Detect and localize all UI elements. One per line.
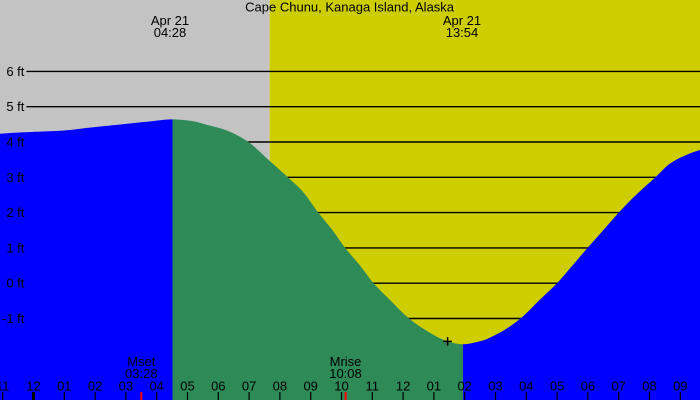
svg-text:04:28: 04:28 [154,25,187,40]
svg-text:10:08: 10:08 [329,366,362,381]
svg-text:08: 08 [642,379,656,394]
svg-text:08: 08 [273,379,287,394]
svg-text:01: 01 [427,379,441,394]
svg-text:03: 03 [488,379,502,394]
svg-text:13:54: 13:54 [446,25,479,40]
svg-text:01: 01 [57,379,71,394]
svg-text:09: 09 [673,379,687,394]
svg-text:04: 04 [519,379,533,394]
svg-text:Mset: Mset [127,354,156,369]
svg-text:05: 05 [550,379,564,394]
svg-text:03:28: 03:28 [125,366,158,381]
svg-text:4 ft: 4 ft [6,135,24,150]
svg-text:Mrise: Mrise [330,354,362,369]
svg-text:05: 05 [180,379,194,394]
svg-text:06: 06 [211,379,225,394]
svg-text:09: 09 [303,379,317,394]
svg-text:10: 10 [334,379,348,394]
svg-text:Cape Chunu, Kanaga Island, Ala: Cape Chunu, Kanaga Island, Alaska [245,0,455,15]
svg-text:Apr 21: Apr 21 [151,13,189,28]
svg-text:3 ft: 3 ft [6,170,24,185]
svg-text:11: 11 [366,379,380,394]
svg-text:Apr 21: Apr 21 [443,13,481,28]
svg-text:1 ft: 1 ft [6,240,24,255]
svg-text:12: 12 [396,379,410,394]
svg-text:2 ft: 2 ft [6,205,24,220]
svg-text:06: 06 [581,379,595,394]
svg-text:04: 04 [149,379,163,394]
svg-text:6 ft: 6 ft [6,64,24,79]
svg-text:02: 02 [457,379,471,394]
svg-text:03: 03 [119,379,133,394]
svg-text:5 ft: 5 ft [6,99,24,114]
svg-text:-1 ft: -1 ft [2,311,25,326]
svg-text:11: 11 [0,379,9,394]
svg-text:02: 02 [88,379,102,394]
svg-text:07: 07 [242,379,256,394]
svg-text:0 ft: 0 ft [6,276,24,291]
svg-text:07: 07 [611,379,625,394]
svg-text:12: 12 [26,379,40,394]
